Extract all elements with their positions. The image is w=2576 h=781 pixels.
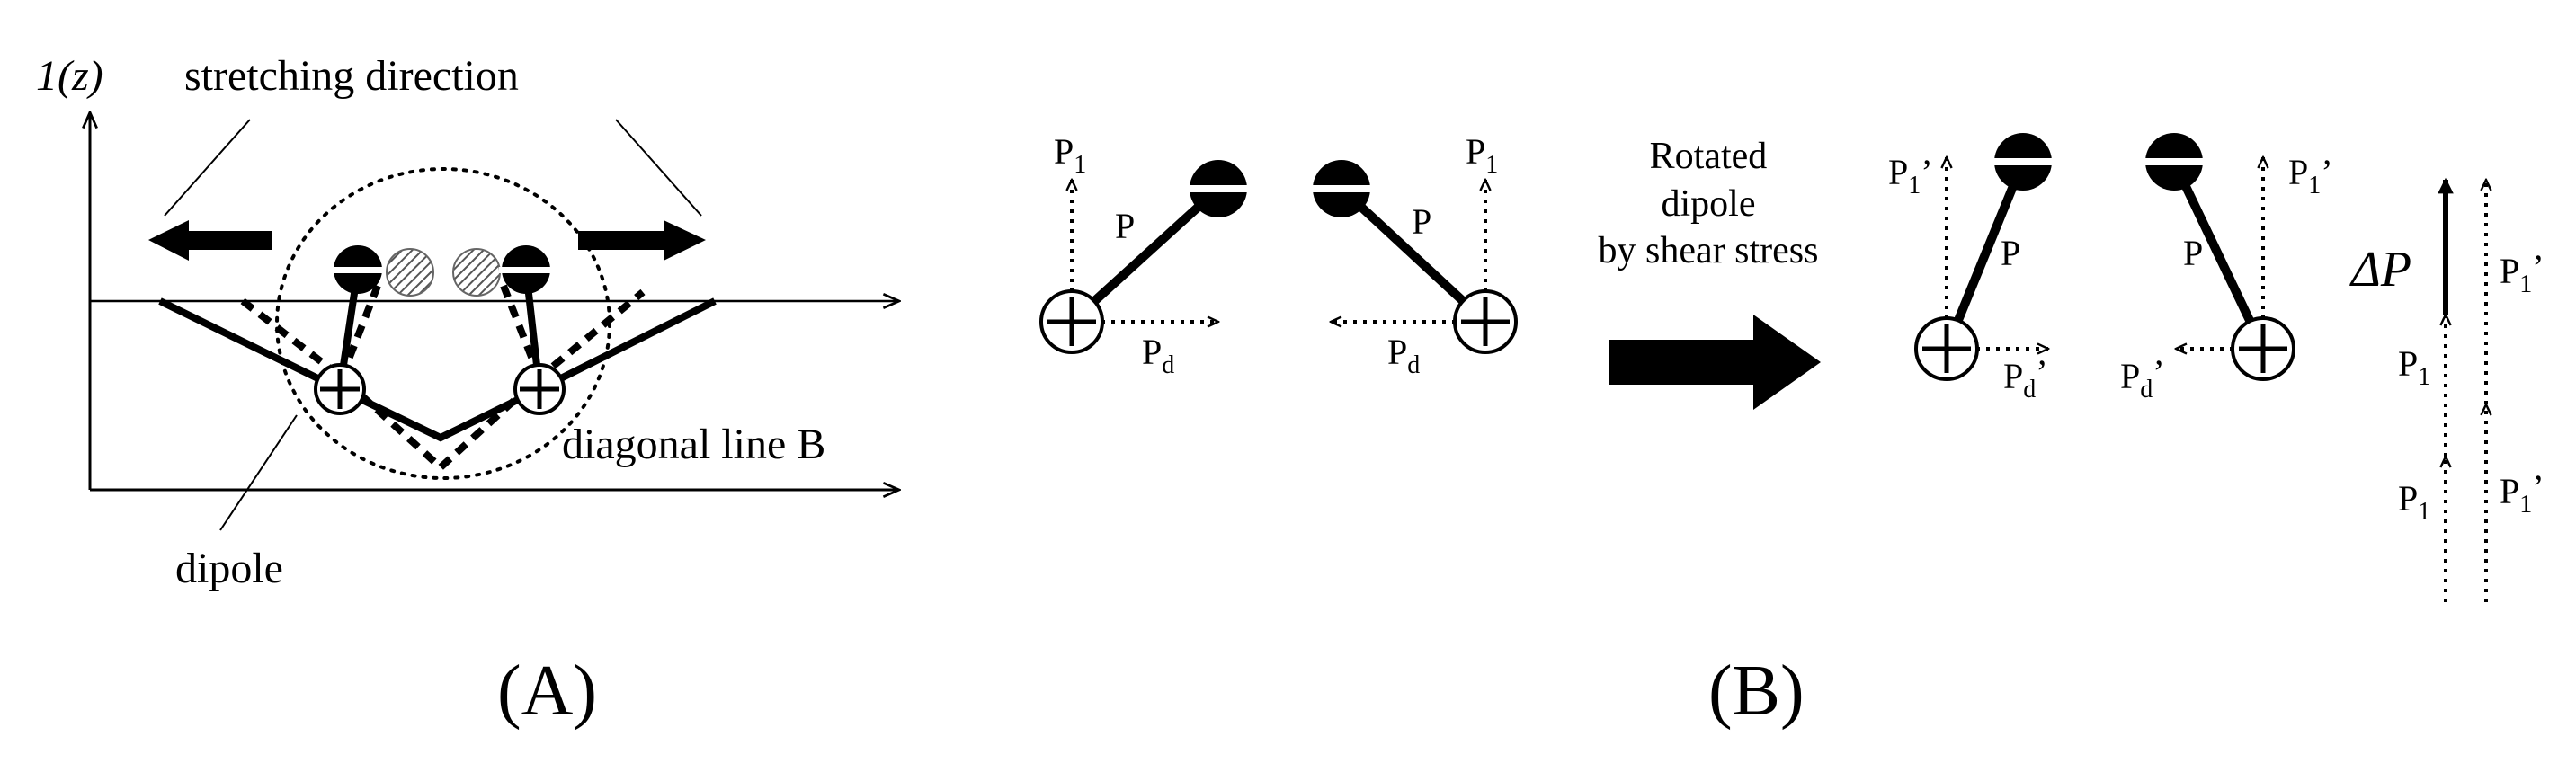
dipole-4: P1’ P Pd’ (2120, 133, 2333, 404)
negative-charge (1187, 160, 1250, 217)
rotated-line-1: Rotated (1650, 136, 1768, 177)
p-stick-1 (1068, 185, 1222, 325)
negative-charge-original-right (452, 248, 501, 297)
negative-charge-right (499, 245, 553, 294)
p1-label: P1 (1466, 131, 1498, 179)
panel-a: 1(z) stretching direction (36, 52, 899, 731)
axis-label: 1(z) (36, 52, 103, 100)
positive-charge (1039, 289, 1104, 354)
p-label: P (1412, 201, 1431, 242)
positive-charge (1453, 289, 1518, 354)
positive-charge (2231, 316, 2295, 381)
dipole-3: P1’ P Pd’ (1888, 133, 2055, 404)
diagonal-line-label: diagonal line B (562, 421, 825, 468)
negative-charge (1310, 160, 1373, 217)
negative-charge (1992, 133, 2055, 191)
positive-charge (1914, 316, 1979, 381)
p1-prime-label: P1’ (2288, 152, 2333, 200)
caption-a: (A) (497, 652, 597, 731)
p1-label-upper: P1 (2398, 343, 2430, 391)
p1-label-lower: P1 (2398, 478, 2430, 526)
delta-p-label: ΔP (2349, 242, 2411, 297)
dipole-2: P1 P Pd (1310, 131, 1518, 379)
p-label: P (1115, 206, 1135, 246)
negative-charge-left (331, 245, 385, 294)
pd-label: Pd (1387, 332, 1420, 379)
negative-charge (2143, 133, 2206, 191)
stretch-leader-right (615, 119, 702, 217)
stretch-arrow-left (148, 220, 272, 261)
pd-prime-label: Pd’ (2003, 352, 2048, 404)
p-stick-3 (1942, 160, 2028, 351)
rotated-line-3: by shear stress (1599, 230, 1819, 271)
negative-charge-original-left (386, 248, 434, 297)
p-label: P (2001, 233, 2020, 273)
stretch-leader-left (164, 119, 251, 217)
stretching-direction-label: stretching direction (184, 52, 519, 100)
p-stick-2 (1338, 185, 1489, 325)
positive-charge-left (314, 363, 366, 415)
rotated-line-2: dipole (1662, 183, 1756, 225)
chain-before-stretch (240, 288, 646, 473)
pd-prime-label: Pd’ (2120, 352, 2165, 404)
p1-prime-label: P1’ (1888, 152, 1933, 200)
caption-b: (B) (1708, 652, 1805, 731)
panel-b: P1 P Pd P1 P Pd Rotated dipole by she (1039, 131, 2545, 731)
dashed-dipole-right (500, 284, 543, 379)
dipole-region-ellipse (275, 167, 611, 480)
chain-stretched (158, 297, 717, 442)
positive-charge-right (513, 363, 566, 415)
dipole-leader (219, 414, 298, 531)
shear-arrow (1609, 315, 1821, 410)
dashed-dipole-left (338, 284, 381, 379)
p1-prime-label-lower: P1’ (2500, 467, 2545, 519)
dipole-label: dipole (175, 545, 283, 592)
p1-label: P1 (1054, 131, 1086, 179)
p-stick-4 (2170, 159, 2268, 351)
p-label: P (2183, 233, 2203, 273)
p1-prime-label-upper: P1’ (2500, 247, 2545, 298)
dipole-1: P1 P Pd (1039, 131, 1250, 379)
stretch-arrow-right (578, 220, 706, 261)
pd-label: Pd (1142, 332, 1174, 379)
delta-p-diagram: ΔP P1 P1 P1’ P1’ (2349, 177, 2545, 602)
